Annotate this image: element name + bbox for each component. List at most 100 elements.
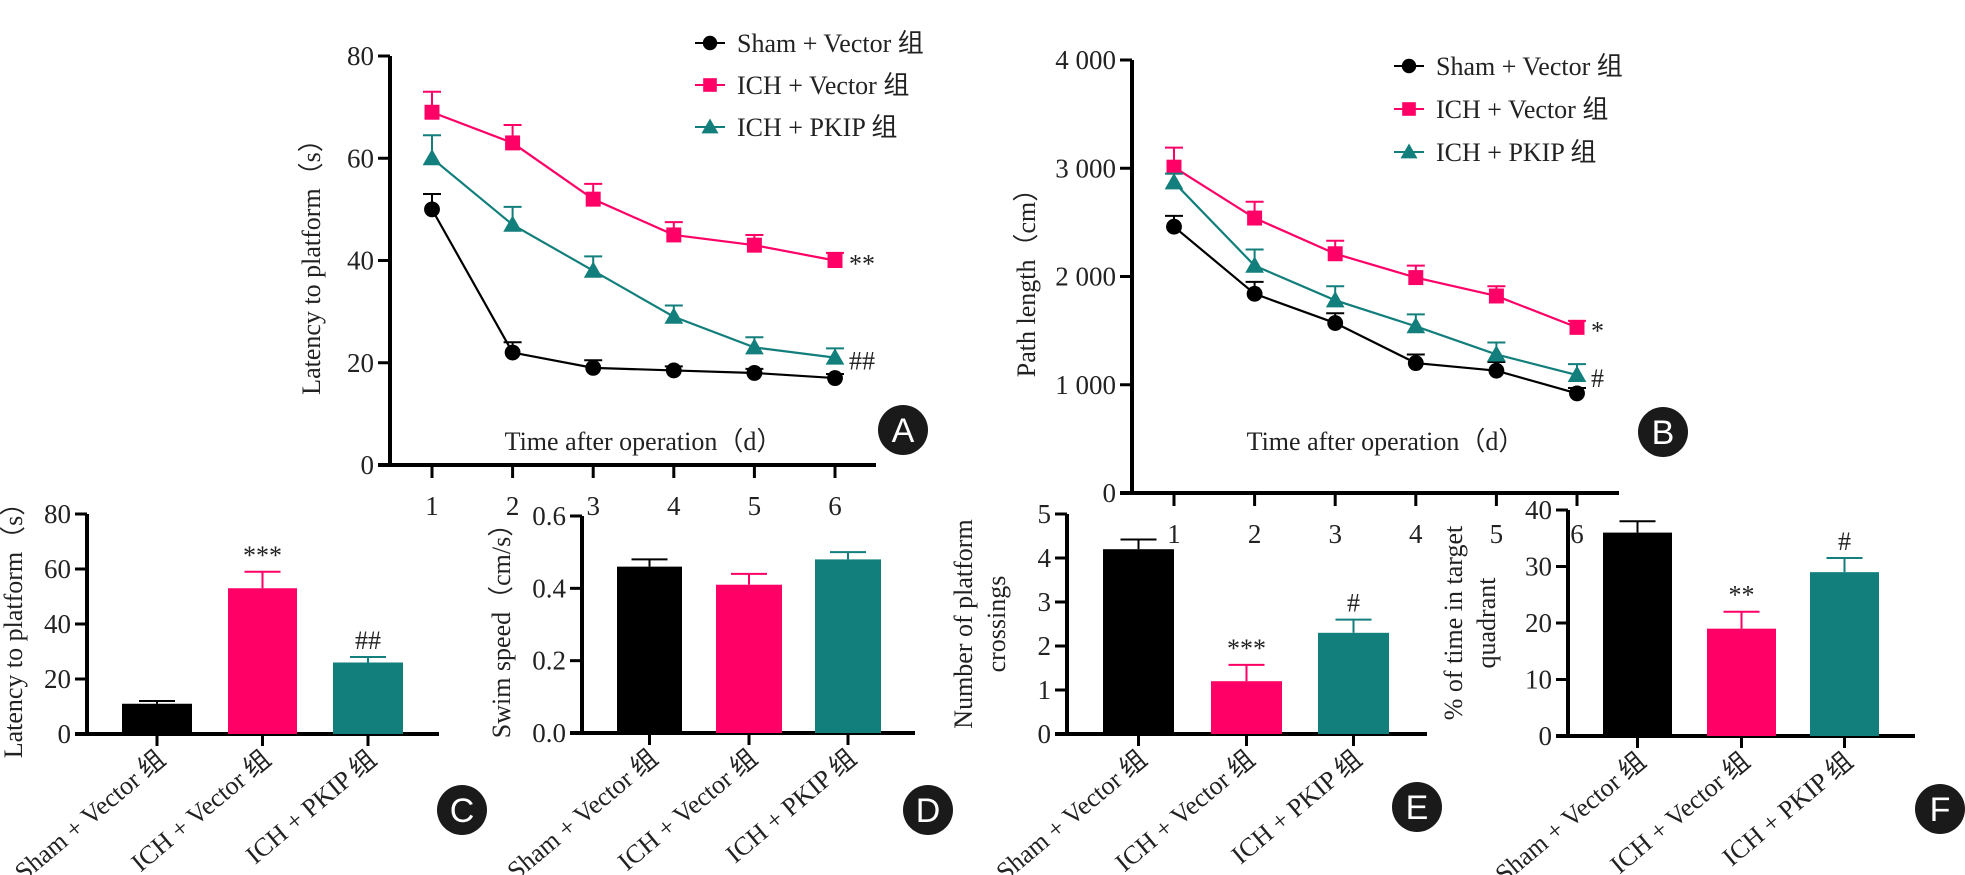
data-point	[666, 227, 682, 243]
data-point	[1487, 345, 1506, 362]
panel-badge: C	[437, 785, 487, 835]
y-tick-label: 1	[1038, 675, 1052, 705]
significance-label: ##	[355, 626, 381, 655]
legend-marker	[702, 35, 718, 51]
y-tick-label: 80	[44, 499, 71, 529]
x-tick-label: 4	[667, 491, 681, 521]
data-point	[827, 253, 843, 268]
y-tick-label: 0.2	[532, 646, 566, 676]
y-tick-label: 0.6	[532, 501, 566, 531]
y-axis-title: quadrant	[1472, 577, 1501, 669]
series-1: **	[423, 90, 875, 279]
data-point	[504, 344, 521, 361]
y-tick-label: 20	[347, 348, 374, 378]
legend-label: Sham + Vector 组	[1436, 52, 1623, 81]
data-point	[585, 359, 602, 376]
bar	[1211, 681, 1282, 734]
y-tick-label: 80	[347, 41, 374, 71]
series-line	[431, 157, 836, 359]
x-axis-title: Time after operation（d）	[505, 427, 783, 456]
bar	[716, 584, 782, 733]
x-tick-label: 6	[828, 491, 842, 521]
data-point	[665, 362, 682, 379]
data-point	[1327, 246, 1343, 262]
panel-badge: D	[903, 785, 953, 835]
legend-label: ICH + Vector 组	[1436, 95, 1608, 124]
data-point	[1569, 385, 1585, 402]
x-tick-label: 2	[1248, 519, 1262, 549]
y-tick-label: 40	[347, 246, 374, 276]
y-tick-label: 4	[1038, 543, 1052, 573]
data-point	[585, 191, 601, 207]
bar	[228, 588, 297, 734]
data-point	[505, 135, 521, 151]
bar	[1810, 572, 1879, 736]
data-point	[1166, 218, 1182, 235]
bar	[1318, 632, 1389, 734]
data-point	[1164, 172, 1184, 190]
y-axis-title: Latency to platform（s）	[0, 490, 28, 759]
panel-b: 0 1 000 2 000 3 000 4 000 Path length（cm） 1 2 3 4…	[1012, 45, 1688, 549]
data-point	[825, 348, 845, 365]
panel-badge: B	[1638, 407, 1688, 457]
y-tick-label: 60	[347, 143, 374, 173]
data-point	[1247, 210, 1263, 226]
legend-label: Sham + Vector 组	[737, 29, 924, 58]
panel-badge: F	[1915, 784, 1965, 834]
y-tick-label: 30	[1525, 552, 1552, 582]
badge-circle	[878, 405, 928, 455]
y-axis-title: Number of platform	[949, 519, 978, 728]
x-tick-label: 6	[1570, 519, 1584, 549]
legend-marker	[703, 78, 717, 92]
series-line	[431, 111, 836, 262]
data-point	[1488, 362, 1505, 379]
legend-marker	[1400, 143, 1418, 159]
badge-circle	[1392, 782, 1442, 832]
badge-letter: F	[1930, 791, 1951, 829]
y-tick-label: 40	[44, 609, 71, 639]
y-tick-label: 3 000	[1055, 153, 1116, 183]
data-point	[1246, 285, 1263, 302]
y-tick-label: 5	[1038, 499, 1052, 529]
legend: Sham + Vector 组 ICH + Vector 组 ICH + PKIP …	[1394, 52, 1623, 167]
data-point	[1407, 355, 1424, 372]
series-2: ##	[422, 134, 875, 376]
badge-circle	[437, 785, 487, 835]
data-point	[1325, 290, 1345, 308]
legend-label: ICH + Vector 组	[737, 71, 909, 100]
significance-label: ***	[243, 541, 282, 570]
data-point	[1488, 288, 1504, 304]
data-point	[827, 370, 843, 387]
legend-marker	[1401, 58, 1417, 74]
data-point	[1166, 159, 1182, 175]
data-point	[1567, 365, 1587, 383]
data-point	[1408, 270, 1424, 286]
y-axis-title: % of time in target	[1439, 525, 1468, 720]
y-tick-label: 0	[58, 719, 72, 749]
x-tick-label: 4	[1409, 519, 1423, 549]
y-tick-label: 20	[44, 664, 71, 694]
data-point	[1327, 315, 1344, 331]
panel-a: 0 20 40 60 80 Latency to platform（s） 1 2 3 4 5 6 Tim…	[297, 29, 928, 521]
series-1: *	[1165, 146, 1604, 345]
y-axis-title: Latency to platform（s）	[297, 126, 326, 395]
badge-letter: E	[1406, 789, 1429, 827]
badge-letter: B	[1652, 414, 1675, 452]
x-tick-label: 2	[506, 491, 520, 521]
badge-circle	[903, 785, 953, 835]
y-tick-label: 0	[1103, 478, 1117, 508]
y-tick-label: 3	[1038, 587, 1052, 617]
y-tick-label: 4 000	[1055, 45, 1116, 75]
x-tick-label: 5	[748, 491, 762, 521]
series-0	[423, 193, 844, 387]
legend-label: ICH + PKIP 组	[1436, 138, 1596, 167]
x-axis-title: Time after operation（d）	[1247, 427, 1525, 456]
data-point	[422, 148, 442, 166]
significance-label: #	[1838, 527, 1851, 556]
y-tick-label: 0	[361, 450, 375, 480]
